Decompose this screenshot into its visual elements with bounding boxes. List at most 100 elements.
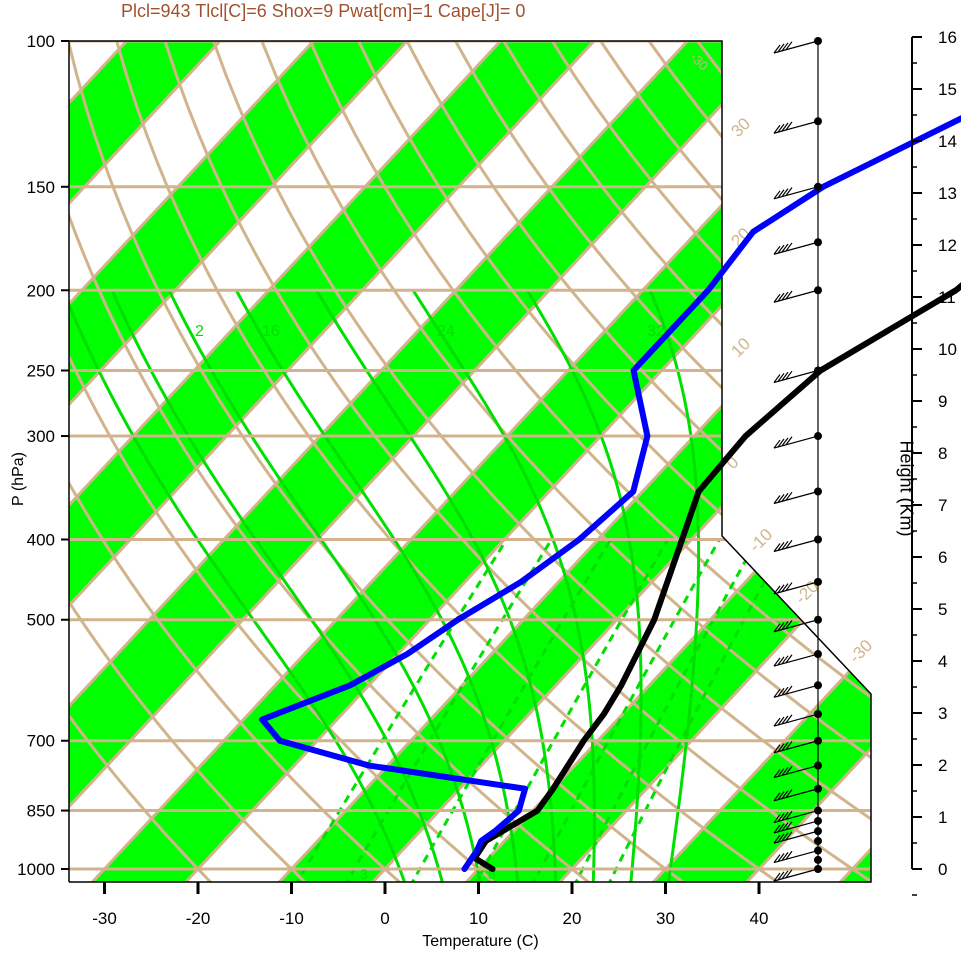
- isotherm-line: [69, 41, 446, 882]
- wind-barb-flag: [773, 824, 781, 834]
- dry-adiabat: [69, 41, 217, 882]
- mixing-ratio-bottom-label: 8: [488, 866, 496, 882]
- mixing-ratio-bottom-label: 3: [360, 866, 368, 882]
- isotherm-line: [259, 41, 871, 882]
- mixing-ratio-label: 24: [437, 323, 455, 340]
- x-tick-label: -10: [279, 909, 304, 928]
- wind-barb-flag: [777, 438, 785, 448]
- wind-barb-flag: [781, 790, 789, 799]
- dry-adiabat: [454, 41, 871, 882]
- wind-barb-flag: [773, 854, 781, 863]
- wind-barb-flag: [777, 871, 785, 881]
- height-tick-label: 16: [938, 28, 957, 47]
- y-tick-label: 700: [27, 732, 55, 751]
- x-tick-label: 20: [563, 909, 582, 928]
- height-tick-label: 13: [938, 184, 957, 203]
- wind-barb-flag: [785, 187, 793, 196]
- wind-barb-flag: [773, 814, 781, 823]
- mixing-ratio-label: 16: [262, 323, 280, 340]
- wind-barb: [773, 820, 819, 834]
- y-tick-label: 200: [27, 281, 55, 300]
- dewpoint-line: [259, 115, 961, 872]
- wind-barb-flag: [781, 655, 789, 665]
- height-tick-label: 15: [938, 80, 957, 99]
- wind-barb-flag: [781, 291, 789, 301]
- wind-barb-flag: [781, 188, 789, 197]
- wind-barb: [773, 740, 819, 754]
- isotherm-line: [69, 41, 352, 882]
- wind-barb: [773, 849, 819, 864]
- wind-barb-flag: [781, 832, 789, 842]
- wind-barb-flag: [785, 620, 793, 629]
- isotherm-line: [69, 41, 259, 882]
- wind-barb-flag: [773, 543, 781, 552]
- mixing-ratio-line: [530, 538, 721, 882]
- wind-barb: [773, 809, 819, 824]
- mixing-ratio-label: 2: [195, 323, 204, 340]
- wind-barb-flag: [777, 743, 785, 753]
- y-tick-label: 100: [27, 32, 55, 51]
- height-tick-label: 1: [938, 808, 947, 827]
- isotherm-line: [69, 41, 820, 882]
- height-tick-label: 5: [938, 600, 947, 619]
- dry-adiabat: [405, 41, 871, 882]
- wind-barb-flag: [773, 374, 781, 383]
- temperature-line: [471, 282, 961, 872]
- wind-barb-flag: [777, 542, 785, 551]
- wind-barb-flag: [777, 833, 785, 843]
- dry-adiabat: [69, 41, 311, 882]
- y-axis-label: P (hPa): [9, 452, 27, 506]
- moist-adiabat: [234, 289, 520, 882]
- wind-barb-flag: [773, 872, 781, 882]
- wind-barb: [773, 120, 819, 134]
- x-tick-label: 10: [469, 909, 488, 928]
- wind-barb-flag: [773, 744, 781, 754]
- isotherm-band: [447, 41, 871, 882]
- moist-adiabat: [315, 289, 558, 882]
- right-isotherm-label: -10: [745, 525, 776, 556]
- wind-barb-flag: [777, 189, 785, 199]
- height-tick-label: 12: [938, 236, 957, 255]
- wind-barb-flag: [785, 831, 793, 841]
- height-tick-label: 8: [938, 444, 947, 463]
- isotherm-band: [69, 41, 632, 882]
- wind-barb-flag: [785, 491, 793, 501]
- wind-barb-flag: [781, 870, 789, 880]
- wind-level-dot: [814, 836, 822, 845]
- x-tick-label: 0: [380, 909, 389, 928]
- dry-adiabat: [69, 41, 690, 882]
- wind-profile: [773, 37, 822, 882]
- wind-barb-flag: [785, 765, 793, 775]
- wind-barb-flag: [777, 292, 785, 302]
- wind-barb: [773, 186, 819, 200]
- wind-barb-flag: [781, 540, 789, 550]
- y-tick-label: 400: [27, 531, 55, 550]
- wind-barb-flag: [781, 492, 789, 502]
- mixing-ratio-line: [572, 538, 759, 882]
- dry-adiabat: [69, 41, 501, 882]
- wind-barb: [773, 653, 819, 667]
- wind-barb-flag: [785, 41, 793, 51]
- wind-barb-flag: [777, 43, 785, 53]
- wind-barb-flag: [773, 439, 781, 449]
- wind-barb-flag: [773, 623, 781, 633]
- wind-barb-flag: [773, 293, 781, 303]
- wind-barb-flag: [785, 685, 793, 695]
- wind-barb-flag: [785, 810, 793, 820]
- wind-barb-flag: [773, 769, 781, 778]
- wind-barb-flag: [785, 789, 793, 798]
- wind-barb-flag: [773, 657, 781, 667]
- wind-barb-flag: [785, 850, 793, 860]
- x-axis-label: Temperature (C): [422, 933, 539, 950]
- height-tick-label: 9: [938, 392, 947, 411]
- wind-barb: [773, 764, 819, 779]
- dry-adiabat: [115, 41, 785, 882]
- wind-barb-flag: [781, 715, 789, 725]
- wind-barb: [773, 538, 819, 553]
- wind-barb: [773, 435, 819, 449]
- moist-adiabat: [110, 289, 445, 882]
- mixing-ratio-line: [293, 538, 508, 882]
- wind-barb-flag: [785, 290, 793, 300]
